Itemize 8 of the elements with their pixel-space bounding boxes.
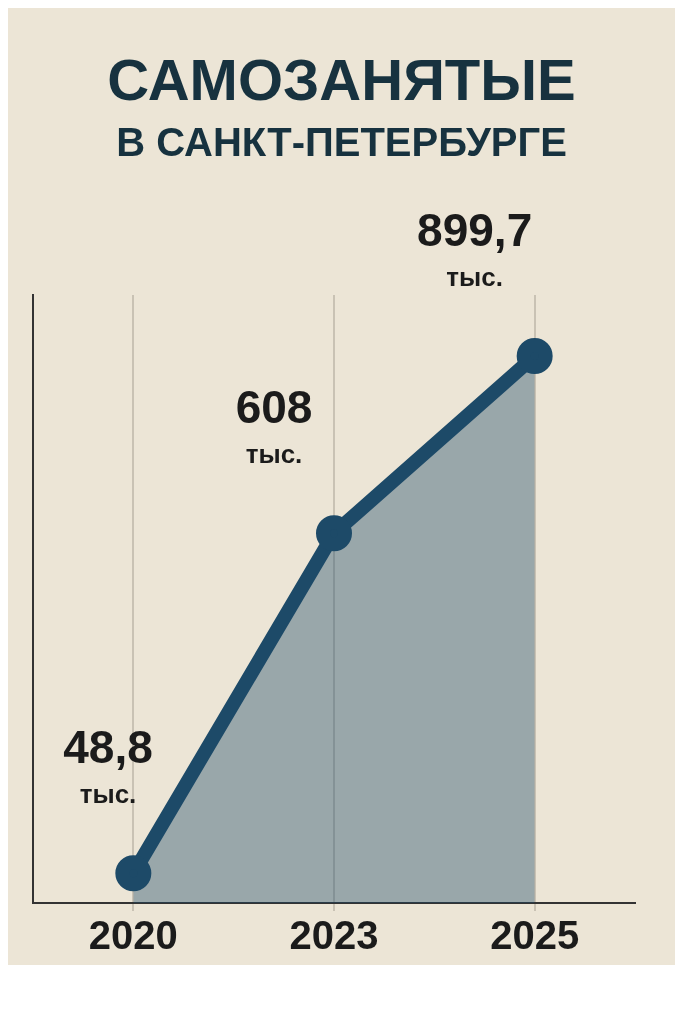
chart-subtitle: В САНКТ-ПЕТЕРБУРГЕ — [115, 119, 568, 165]
x-tick-label: 2020 — [88, 912, 178, 957]
data-label: 608 тыс. — [235, 381, 313, 470]
x-tick-label: 2023 — [289, 912, 379, 957]
chart-title: САМОЗАНЯТЫЕ — [106, 47, 577, 112]
data-label: 899,7 тыс. — [417, 203, 533, 292]
x-tick-label: 2025 — [490, 912, 580, 957]
data-label: 48,8 тыс. — [63, 721, 153, 810]
